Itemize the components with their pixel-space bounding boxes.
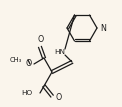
Text: HN: HN (55, 49, 66, 55)
Text: HO: HO (21, 90, 32, 96)
Text: O: O (56, 92, 62, 102)
Text: O: O (26, 59, 32, 68)
Text: N: N (100, 24, 106, 33)
Text: O: O (38, 35, 44, 44)
Text: CH₃: CH₃ (10, 57, 22, 63)
